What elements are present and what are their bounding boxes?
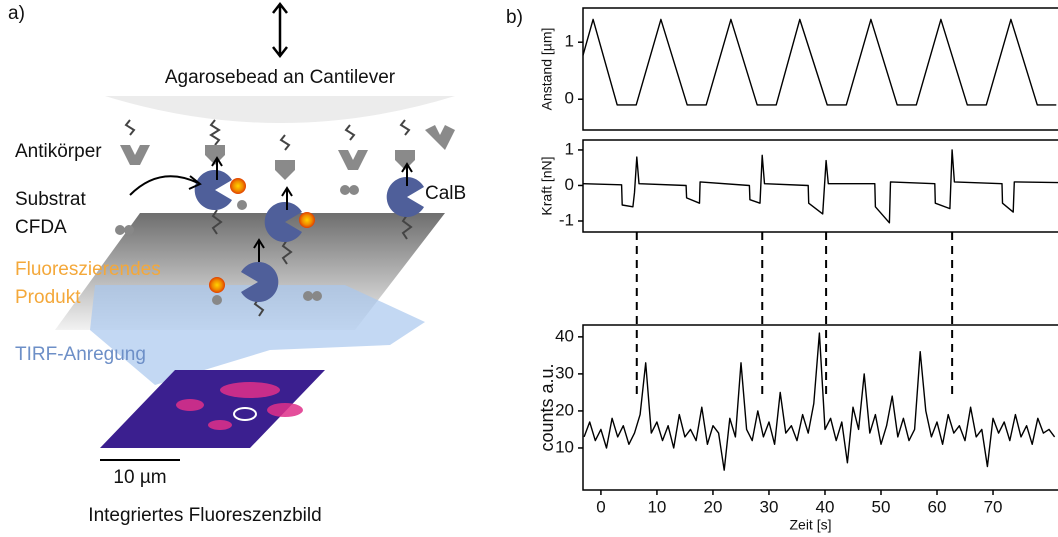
enzyme-label: CalB [425,183,466,204]
panel-label: b) [506,7,523,28]
y-tick-label: 20 [555,400,574,419]
y-tick-label: -1 [559,210,574,229]
fluorescence-spots [176,382,303,430]
y-tick-label: 30 [555,363,574,382]
substrate-label: Substrat [15,189,86,210]
y-tick-label: 1 [565,32,574,51]
x-tick-label: 40 [816,497,835,516]
x-tick-label: 70 [984,497,1003,516]
x-tick-label: 0 [596,497,605,516]
tirf-beam [90,285,425,385]
x-tick-label: 60 [928,497,947,516]
x-axis-label: Zeit [s] [789,517,831,533]
scale-label: 10 µm [113,467,166,488]
product-label: Produkt [15,287,81,308]
antibodies [120,125,455,180]
y-axis-label: counts a.u. [537,363,557,451]
bead-label: Agarosebead an Cantilever [165,67,396,88]
highlight-circle [233,407,257,421]
bead [105,96,455,123]
product-label: Fluoreszierendes [15,259,161,280]
y-axis-label: Anstand [µm] [539,28,555,111]
molecules [115,178,359,305]
x-tick-label: 50 [872,497,891,516]
plot-frame [582,324,1058,491]
arrows [129,156,413,262]
panel-label: a) [8,3,25,24]
y-tick-label: 0 [565,175,574,194]
enzymes [194,170,424,302]
substrate-label: CFDA [15,217,67,238]
y-tick-label: 0 [565,89,574,108]
data-line [583,332,1056,471]
x-tick-label: 30 [760,497,779,516]
x-tick-label: 20 [703,497,722,516]
y-tick-label: 40 [555,326,574,345]
panel-a: a) Agarosebead an Cantilever 10 µm Integ… [8,1,466,526]
plot-frame [582,139,1058,233]
caption: Integriertes Fluoreszenzbild [88,505,321,526]
y-tick-label: 10 [555,437,574,456]
tirf-label: TIRF-Anregung [15,344,146,365]
data-line [582,18,1057,106]
data-line [582,149,1058,224]
antibody-label: Antikörper [15,141,102,162]
plot-frame [582,7,1058,131]
arrow [272,1,288,59]
y-axis-label: Kraft [nN] [539,156,555,215]
x-tick-label: 10 [647,497,666,516]
y-tick-label: 1 [565,139,574,158]
